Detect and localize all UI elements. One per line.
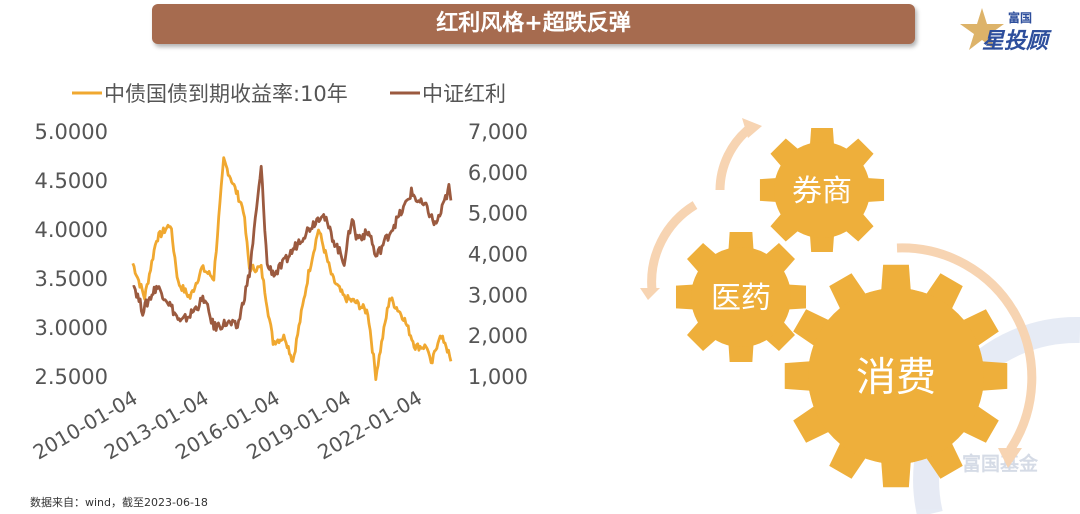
arrowhead-icon (998, 448, 1022, 468)
left-tick-label: 4.0000 (35, 218, 108, 242)
legend: 中债国债到期收益率:10年 中证红利 (72, 82, 506, 106)
brand-logo: 富国 星投顾 (960, 4, 1070, 54)
right-tick-label: 3,000 (468, 283, 528, 307)
right-tick-label: 5,000 (468, 202, 528, 226)
left-axis-ticks: 2.5000 3.0000 3.5000 4.0000 4.5000 5.0000 (35, 120, 108, 389)
series-line-yield (131, 156, 453, 382)
legend-label-index: 中证红利 (422, 82, 506, 106)
arrowhead-icon (640, 288, 660, 300)
curved-arrow (647, 201, 698, 291)
consumer-label: 消费 (856, 354, 936, 400)
arrowhead-icon (742, 118, 762, 138)
right-tick-label: 7,000 (468, 120, 528, 144)
logo-top-text: 富国 (1008, 10, 1032, 25)
right-tick-label: 6,000 (468, 161, 528, 185)
title-banner: 红利风格+超跌反弹 (152, 4, 915, 44)
brokerage-label: 券商 (792, 174, 852, 209)
curved-arrow (896, 243, 1037, 453)
left-tick-label: 3.5000 (35, 267, 108, 291)
right-tick-label: 2,000 (468, 324, 528, 348)
watermark-text: 富国基金 (962, 452, 1039, 475)
left-tick-label: 3.0000 (35, 316, 108, 340)
legend-label-yield: 中债国债到期收益率:10年 (104, 82, 348, 106)
right-axis-ticks: 1,000 2,000 3,000 4,000 5,000 6,000 7,000 (468, 120, 528, 389)
curved-arrow (715, 124, 753, 191)
star-logo-icon: 富国 星投顾 (960, 8, 1052, 54)
right-tick-label: 4,000 (468, 243, 528, 267)
right-tick-label: 1,000 (468, 365, 528, 389)
series-lines (131, 156, 453, 382)
left-tick-label: 2.5000 (35, 365, 108, 389)
x-axis-ticks: 2010-01-042013-01-042016-01-042019-01-04… (29, 386, 426, 465)
logo-main-text: 星投顾 (982, 29, 1052, 54)
series-line-dividend-index (132, 164, 453, 332)
left-tick-label: 4.5000 (35, 169, 108, 193)
source-note: 数据来自：wind，截至2023-06-18 (30, 496, 208, 509)
left-tick-label: 5.0000 (35, 120, 108, 144)
pharma-label: 医药 (711, 281, 771, 316)
